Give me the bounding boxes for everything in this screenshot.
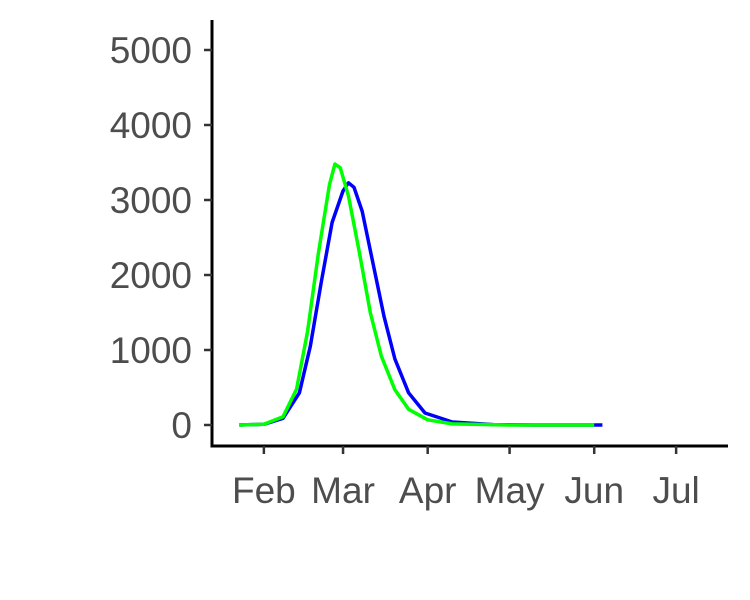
axes — [210, 20, 728, 448]
series-line-1 — [239, 181, 603, 427]
x-tick-label: Jul — [652, 470, 699, 511]
y-axis-ticks: 0 1000 2000 3000 4000 5000 — [110, 30, 212, 446]
y-tick-label: 2000 — [110, 255, 192, 296]
series-lines — [239, 162, 603, 427]
x-tick-label: May — [475, 470, 545, 511]
series-line-2 — [239, 162, 595, 427]
y-tick-label: 0 — [171, 405, 192, 446]
x-tick-label: Apr — [399, 470, 457, 511]
y-tick-label: 1000 — [110, 330, 192, 371]
x-tick-label: Jun — [564, 470, 624, 511]
y-tick-label: 3000 — [110, 180, 192, 221]
y-tick-label: 5000 — [110, 30, 192, 71]
x-tick-label: Feb — [232, 470, 296, 511]
x-axis-ticks: Feb Mar Apr May Jun Jul — [232, 446, 700, 511]
x-tick-label: Mar — [311, 470, 375, 511]
y-tick-label: 4000 — [110, 105, 192, 146]
